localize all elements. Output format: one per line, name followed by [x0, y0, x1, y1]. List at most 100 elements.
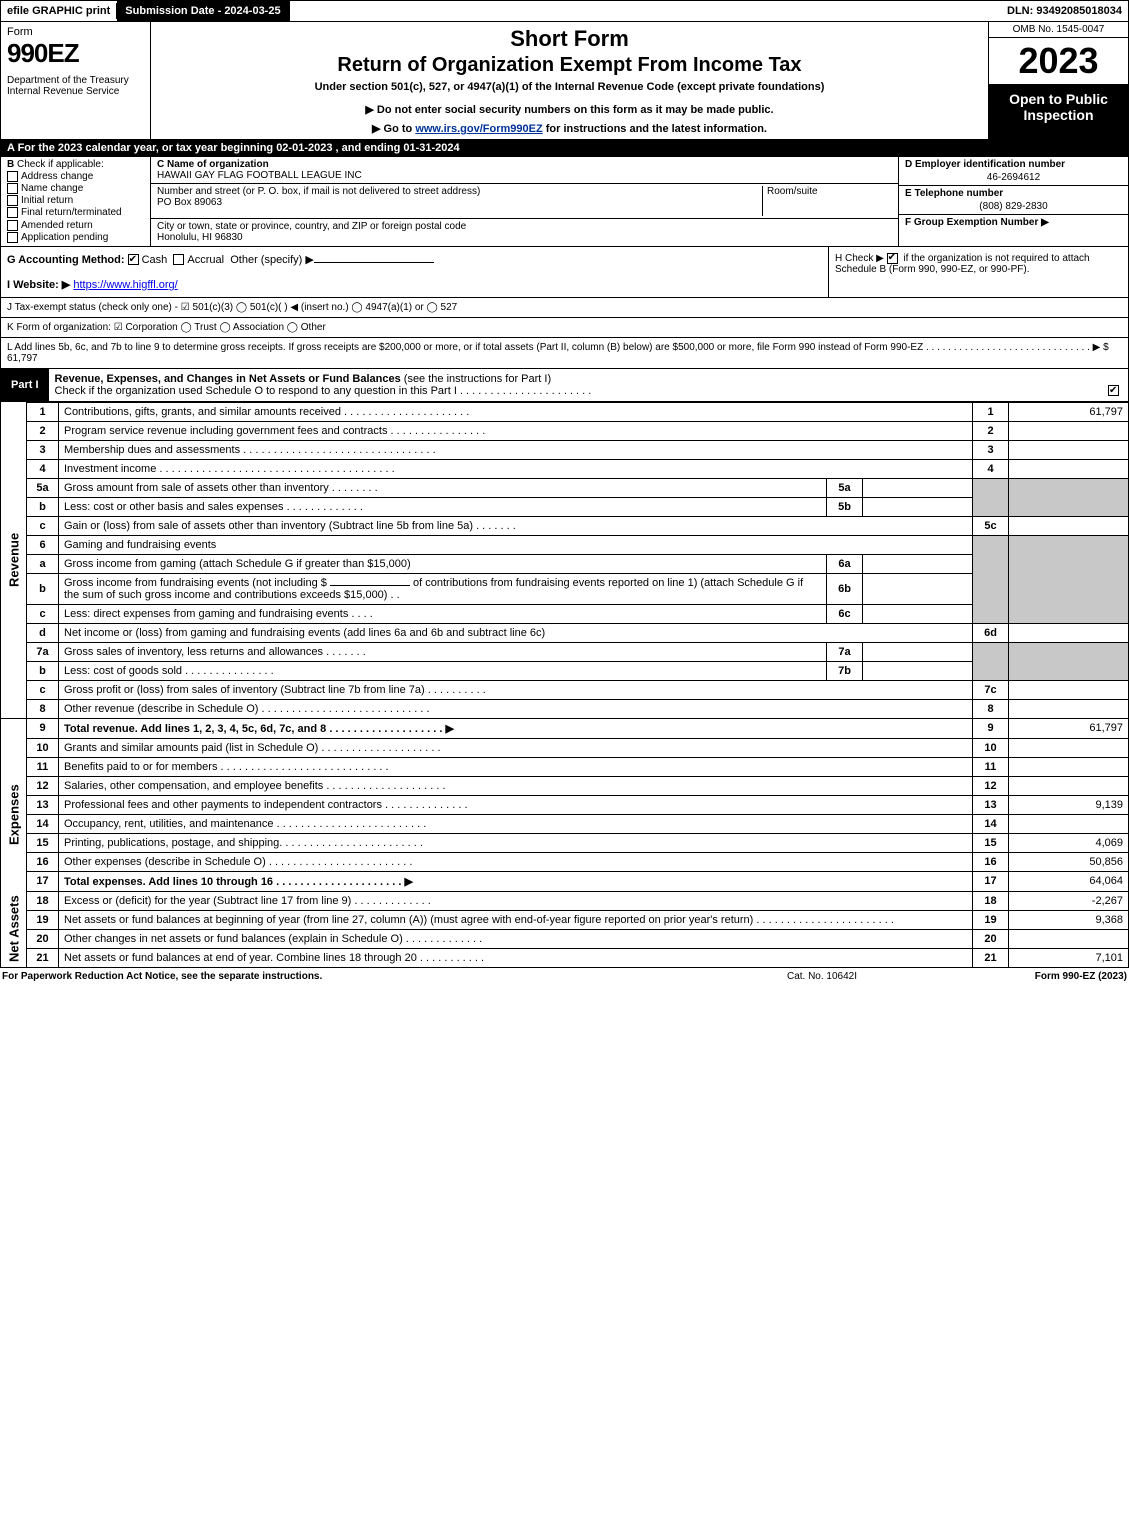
line-2-desc: Program service revenue including govern…	[59, 421, 973, 440]
line-2-num: 2	[27, 421, 59, 440]
cb-address-change[interactable]	[7, 171, 18, 182]
line-6d-value	[1009, 623, 1129, 642]
header-center: Short Form Return of Organization Exempt…	[151, 22, 988, 139]
section-c: C Name of organization HAWAII GAY FLAG F…	[151, 157, 898, 246]
part-1-title: Revenue, Expenses, and Changes in Net As…	[49, 369, 1128, 401]
city-label: City or town, state or province, country…	[157, 221, 892, 232]
part-1-title-rest: (see the instructions for Part I)	[404, 373, 551, 385]
line-5c-colnum: 5c	[973, 516, 1009, 535]
section-b: B Check if applicable: Address change Na…	[1, 157, 151, 246]
accounting-method-row: G Accounting Method: Cash Accrual Other …	[7, 253, 822, 266]
line-18-value: -2,267	[1009, 891, 1129, 910]
goto-suffix: for instructions and the latest informat…	[546, 123, 767, 135]
line-5c-value	[1009, 516, 1129, 535]
line-16-desc: Other expenses (describe in Schedule O) …	[59, 852, 973, 871]
ein-value: 46-2694612	[905, 172, 1122, 183]
line-7a-mini-num: 7a	[827, 642, 863, 661]
line-10-value	[1009, 738, 1129, 757]
row-g-h: G Accounting Method: Cash Accrual Other …	[0, 247, 1129, 298]
line-20-desc: Other changes in net assets or fund bala…	[59, 929, 973, 948]
line-5b-num: b	[27, 497, 59, 516]
submission-date-button[interactable]: Submission Date - 2024-03-25	[117, 1, 289, 21]
accounting-method-label: G Accounting Method:	[7, 254, 125, 266]
line-5a-desc: Gross amount from sale of assets other t…	[59, 478, 827, 497]
section-def: D Employer identification number 46-2694…	[898, 157, 1128, 246]
part-1-header: Part I Revenue, Expenses, and Changes in…	[0, 369, 1129, 402]
line-17-desc: Total expenses. Add lines 10 through 16 …	[59, 871, 973, 891]
line-6b-amount-input[interactable]	[330, 585, 410, 586]
other-specify-input[interactable]	[314, 262, 434, 263]
cb-final-return[interactable]	[7, 207, 18, 218]
line-6b-mini-num: 6b	[827, 573, 863, 604]
line-13-value: 9,139	[1009, 795, 1129, 814]
line-6c-desc: Less: direct expenses from gaming and fu…	[59, 604, 827, 623]
line-21-value: 7,101	[1009, 948, 1129, 967]
line-1-desc: Contributions, gifts, grants, and simila…	[59, 402, 973, 421]
row-l-text: L Add lines 5b, 6c, and 7b to line 9 to …	[7, 342, 1109, 353]
line-5c-num: c	[27, 516, 59, 535]
footer-right-prefix: Form	[1035, 971, 1063, 982]
website-row: I Website: ▶ https://www.higffl.org/	[7, 278, 822, 291]
cb-application-pending[interactable]	[7, 232, 18, 243]
cb-accrual[interactable]	[173, 254, 184, 265]
line-9-num: 9	[27, 718, 59, 738]
line-1-num: 1	[27, 402, 59, 421]
line-18-num: 18	[27, 891, 59, 910]
line-6d-num: d	[27, 623, 59, 642]
line-20-value	[1009, 929, 1129, 948]
cb-name-change[interactable]	[7, 183, 18, 194]
line-11-colnum: 11	[973, 757, 1009, 776]
line-13-colnum: 13	[973, 795, 1009, 814]
line-7a-desc: Gross sales of inventory, less returns a…	[59, 642, 827, 661]
opt-other: Other (specify) ▶	[230, 254, 314, 266]
line-21-num: 21	[27, 948, 59, 967]
cb-initial-return[interactable]	[7, 195, 18, 206]
opt-cash: Cash	[142, 254, 168, 266]
line-5ab-shade	[973, 478, 1009, 516]
calendar-year-row: A For the 2023 calendar year, or tax yea…	[0, 140, 1129, 157]
line-3-value	[1009, 440, 1129, 459]
title-short-form: Short Form	[155, 26, 984, 52]
opt-initial-return: Initial return	[21, 195, 73, 206]
line-6b-desc: Gross income from fundraising events (no…	[59, 573, 827, 604]
line-14-num: 14	[27, 814, 59, 833]
phone-label: E Telephone number	[905, 188, 1122, 199]
page-footer: For Paperwork Reduction Act Notice, see …	[0, 968, 1129, 985]
line-5c-desc: Gain or (loss) from sale of assets other…	[59, 516, 973, 535]
cb-schedule-o-used[interactable]	[1108, 385, 1119, 396]
line-6c-mini-val	[863, 604, 973, 623]
line-14-value	[1009, 814, 1129, 833]
line-5a-mini-val	[863, 478, 973, 497]
tax-year: 2023	[989, 38, 1128, 85]
line-8-value	[1009, 699, 1129, 718]
line-16-colnum: 16	[973, 852, 1009, 871]
line-13-desc: Professional fees and other payments to …	[59, 795, 973, 814]
footer-left: For Paperwork Reduction Act Notice, see …	[2, 971, 697, 982]
line-2-colnum: 2	[973, 421, 1009, 440]
website-link[interactable]: https://www.higffl.org/	[73, 279, 177, 291]
cb-schedule-b-not-required[interactable]	[887, 253, 898, 264]
line-8-desc: Other revenue (describe in Schedule O) .…	[59, 699, 973, 718]
cb-amended-return[interactable]	[7, 220, 18, 231]
cb-cash[interactable]	[128, 254, 139, 265]
line-6-shade	[973, 535, 1009, 623]
line-20-colnum: 20	[973, 929, 1009, 948]
check-if-applicable: Check if applicable:	[17, 159, 104, 170]
line-5b-mini-val	[863, 497, 973, 516]
line-12-colnum: 12	[973, 776, 1009, 795]
side-blank-1	[1, 718, 27, 738]
efile-print-button[interactable]: efile GRAPHIC print	[1, 3, 117, 19]
line-10-desc: Grants and similar amounts paid (list in…	[59, 738, 973, 757]
line-4-colnum: 4	[973, 459, 1009, 478]
form-number: 990EZ	[7, 38, 144, 69]
line-4-desc: Investment income . . . . . . . . . . . …	[59, 459, 973, 478]
line-4-value	[1009, 459, 1129, 478]
line-17-value: 64,064	[1009, 871, 1129, 891]
part-1-table: Revenue 1 Contributions, gifts, grants, …	[0, 402, 1129, 968]
line-3-desc: Membership dues and assessments . . . . …	[59, 440, 973, 459]
header-right: OMB No. 1545-0047 2023 Open to Public In…	[988, 22, 1128, 139]
line-9-desc: Total revenue. Add lines 1, 2, 3, 4, 5c,…	[59, 718, 973, 738]
irs-link[interactable]: www.irs.gov/Form990EZ	[415, 123, 542, 135]
goto-prefix: ▶ Go to	[372, 123, 415, 135]
subtitle: Under section 501(c), 527, or 4947(a)(1)…	[155, 81, 984, 93]
